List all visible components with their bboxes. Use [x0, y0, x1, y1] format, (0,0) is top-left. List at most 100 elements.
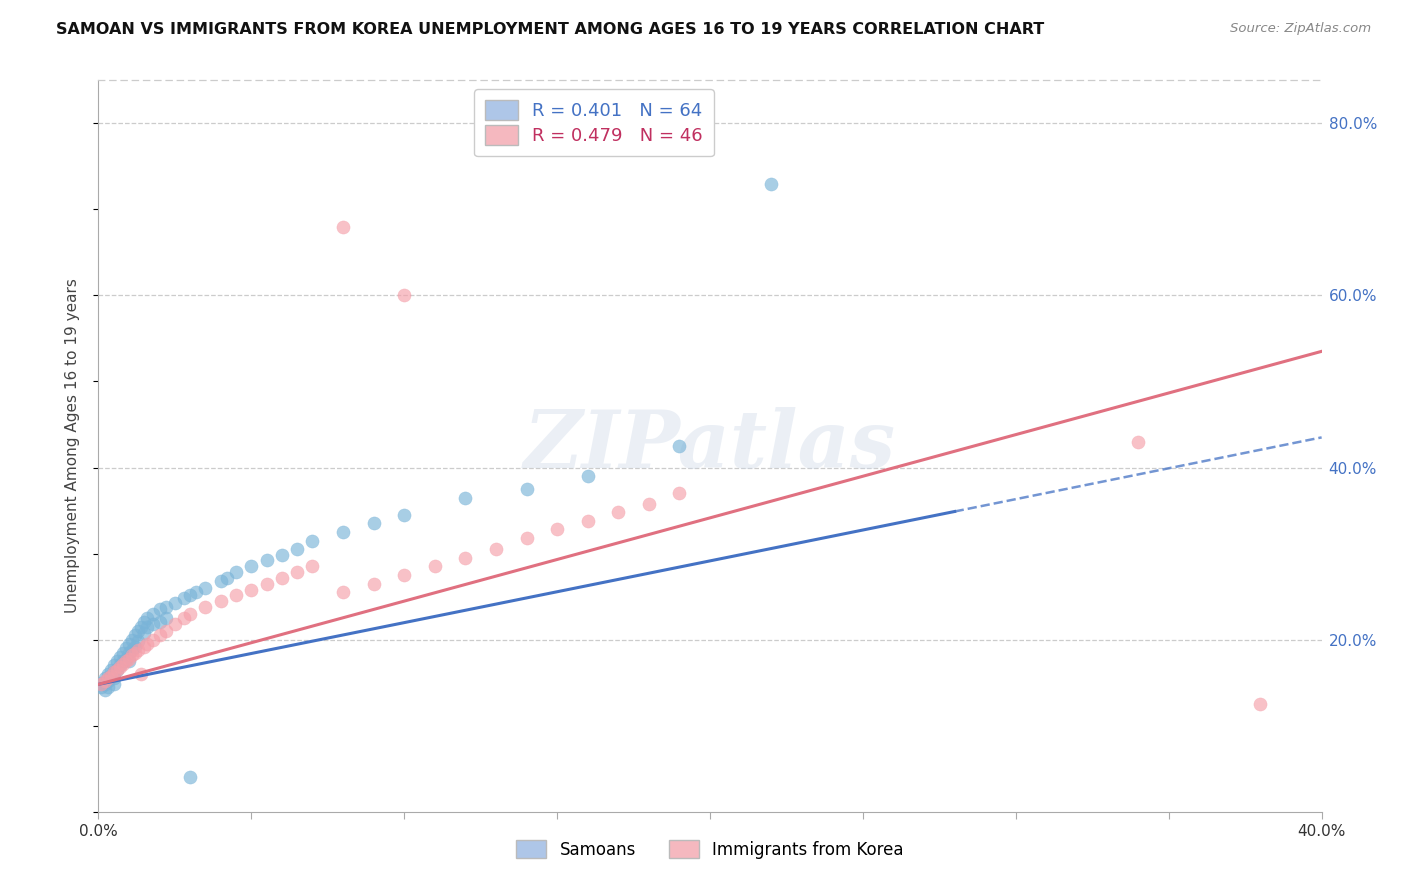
Point	[155, 599, 177, 614]
Point	[392, 508, 416, 522]
Point	[136, 620, 159, 634]
Point	[1128, 434, 1150, 449]
Point	[332, 585, 354, 599]
Point	[100, 663, 122, 677]
Point	[215, 571, 238, 585]
Point	[149, 615, 172, 630]
Point	[270, 571, 292, 585]
Point	[240, 559, 263, 574]
Point	[118, 654, 141, 668]
Point	[105, 654, 128, 668]
Point	[121, 648, 143, 662]
Point	[108, 660, 131, 674]
Point	[163, 597, 186, 611]
Point	[759, 177, 782, 191]
Point	[179, 607, 201, 621]
Point	[149, 628, 172, 642]
Point	[118, 651, 141, 665]
Point	[118, 646, 141, 660]
Point	[124, 628, 146, 642]
Point	[546, 523, 568, 537]
Point	[332, 524, 354, 539]
Point	[124, 640, 146, 654]
Point	[186, 585, 208, 599]
Point	[516, 482, 538, 496]
Point	[363, 516, 385, 531]
Point	[134, 615, 156, 630]
Point	[363, 576, 385, 591]
Point	[301, 533, 323, 548]
Point	[103, 658, 125, 673]
Point	[90, 675, 112, 690]
Point	[103, 671, 125, 685]
Point	[454, 491, 477, 505]
Point	[93, 677, 115, 691]
Text: SAMOAN VS IMMIGRANTS FROM KOREA UNEMPLOYMENT AMONG AGES 16 TO 19 YEARS CORRELATI: SAMOAN VS IMMIGRANTS FROM KOREA UNEMPLOY…	[56, 22, 1045, 37]
Point	[225, 588, 247, 602]
Point	[103, 665, 125, 680]
Point	[142, 617, 165, 632]
Point	[607, 505, 630, 519]
Point	[485, 542, 508, 557]
Point	[108, 658, 131, 673]
Point	[225, 566, 247, 580]
Point	[155, 624, 177, 638]
Point	[100, 669, 122, 683]
Point	[179, 588, 201, 602]
Point	[97, 673, 120, 688]
Point	[301, 559, 323, 574]
Point	[454, 550, 477, 565]
Point	[93, 671, 115, 685]
Point	[111, 646, 134, 660]
Point	[121, 643, 143, 657]
Point	[93, 673, 115, 688]
Point	[97, 667, 120, 681]
Point	[240, 582, 263, 597]
Point	[173, 591, 195, 606]
Point	[103, 677, 125, 691]
Point	[576, 469, 599, 483]
Point	[134, 640, 156, 654]
Point	[392, 568, 416, 582]
Point	[90, 680, 112, 694]
Point	[100, 669, 122, 683]
Point	[209, 594, 232, 608]
Point	[129, 667, 152, 681]
Point	[115, 654, 138, 668]
Point	[105, 663, 128, 677]
Point	[134, 625, 156, 640]
Point	[392, 288, 416, 302]
Point	[516, 531, 538, 545]
Point	[127, 624, 149, 638]
Point	[127, 643, 149, 657]
Point	[256, 553, 278, 567]
Point	[136, 611, 159, 625]
Point	[142, 607, 165, 621]
Point	[155, 611, 177, 625]
Point	[93, 682, 115, 697]
Point	[149, 602, 172, 616]
Point	[97, 680, 120, 694]
Point	[209, 574, 232, 588]
Point	[270, 549, 292, 563]
Point	[173, 611, 195, 625]
Point	[637, 497, 661, 511]
Point	[285, 566, 308, 580]
Point	[179, 770, 201, 784]
Point	[576, 514, 599, 528]
Text: Source: ZipAtlas.com: Source: ZipAtlas.com	[1230, 22, 1371, 36]
Point	[332, 219, 354, 234]
Point	[118, 637, 141, 651]
Point	[121, 632, 143, 647]
Y-axis label: Unemployment Among Ages 16 to 19 years: Unemployment Among Ages 16 to 19 years	[65, 278, 80, 614]
Point	[124, 646, 146, 660]
Point	[142, 632, 165, 647]
Point	[108, 649, 131, 664]
Point	[194, 581, 217, 595]
Point	[256, 576, 278, 591]
Point	[97, 671, 120, 685]
Point	[129, 620, 152, 634]
Legend: Samoans, Immigrants from Korea: Samoans, Immigrants from Korea	[509, 833, 911, 865]
Point	[285, 542, 308, 557]
Point	[111, 654, 134, 668]
